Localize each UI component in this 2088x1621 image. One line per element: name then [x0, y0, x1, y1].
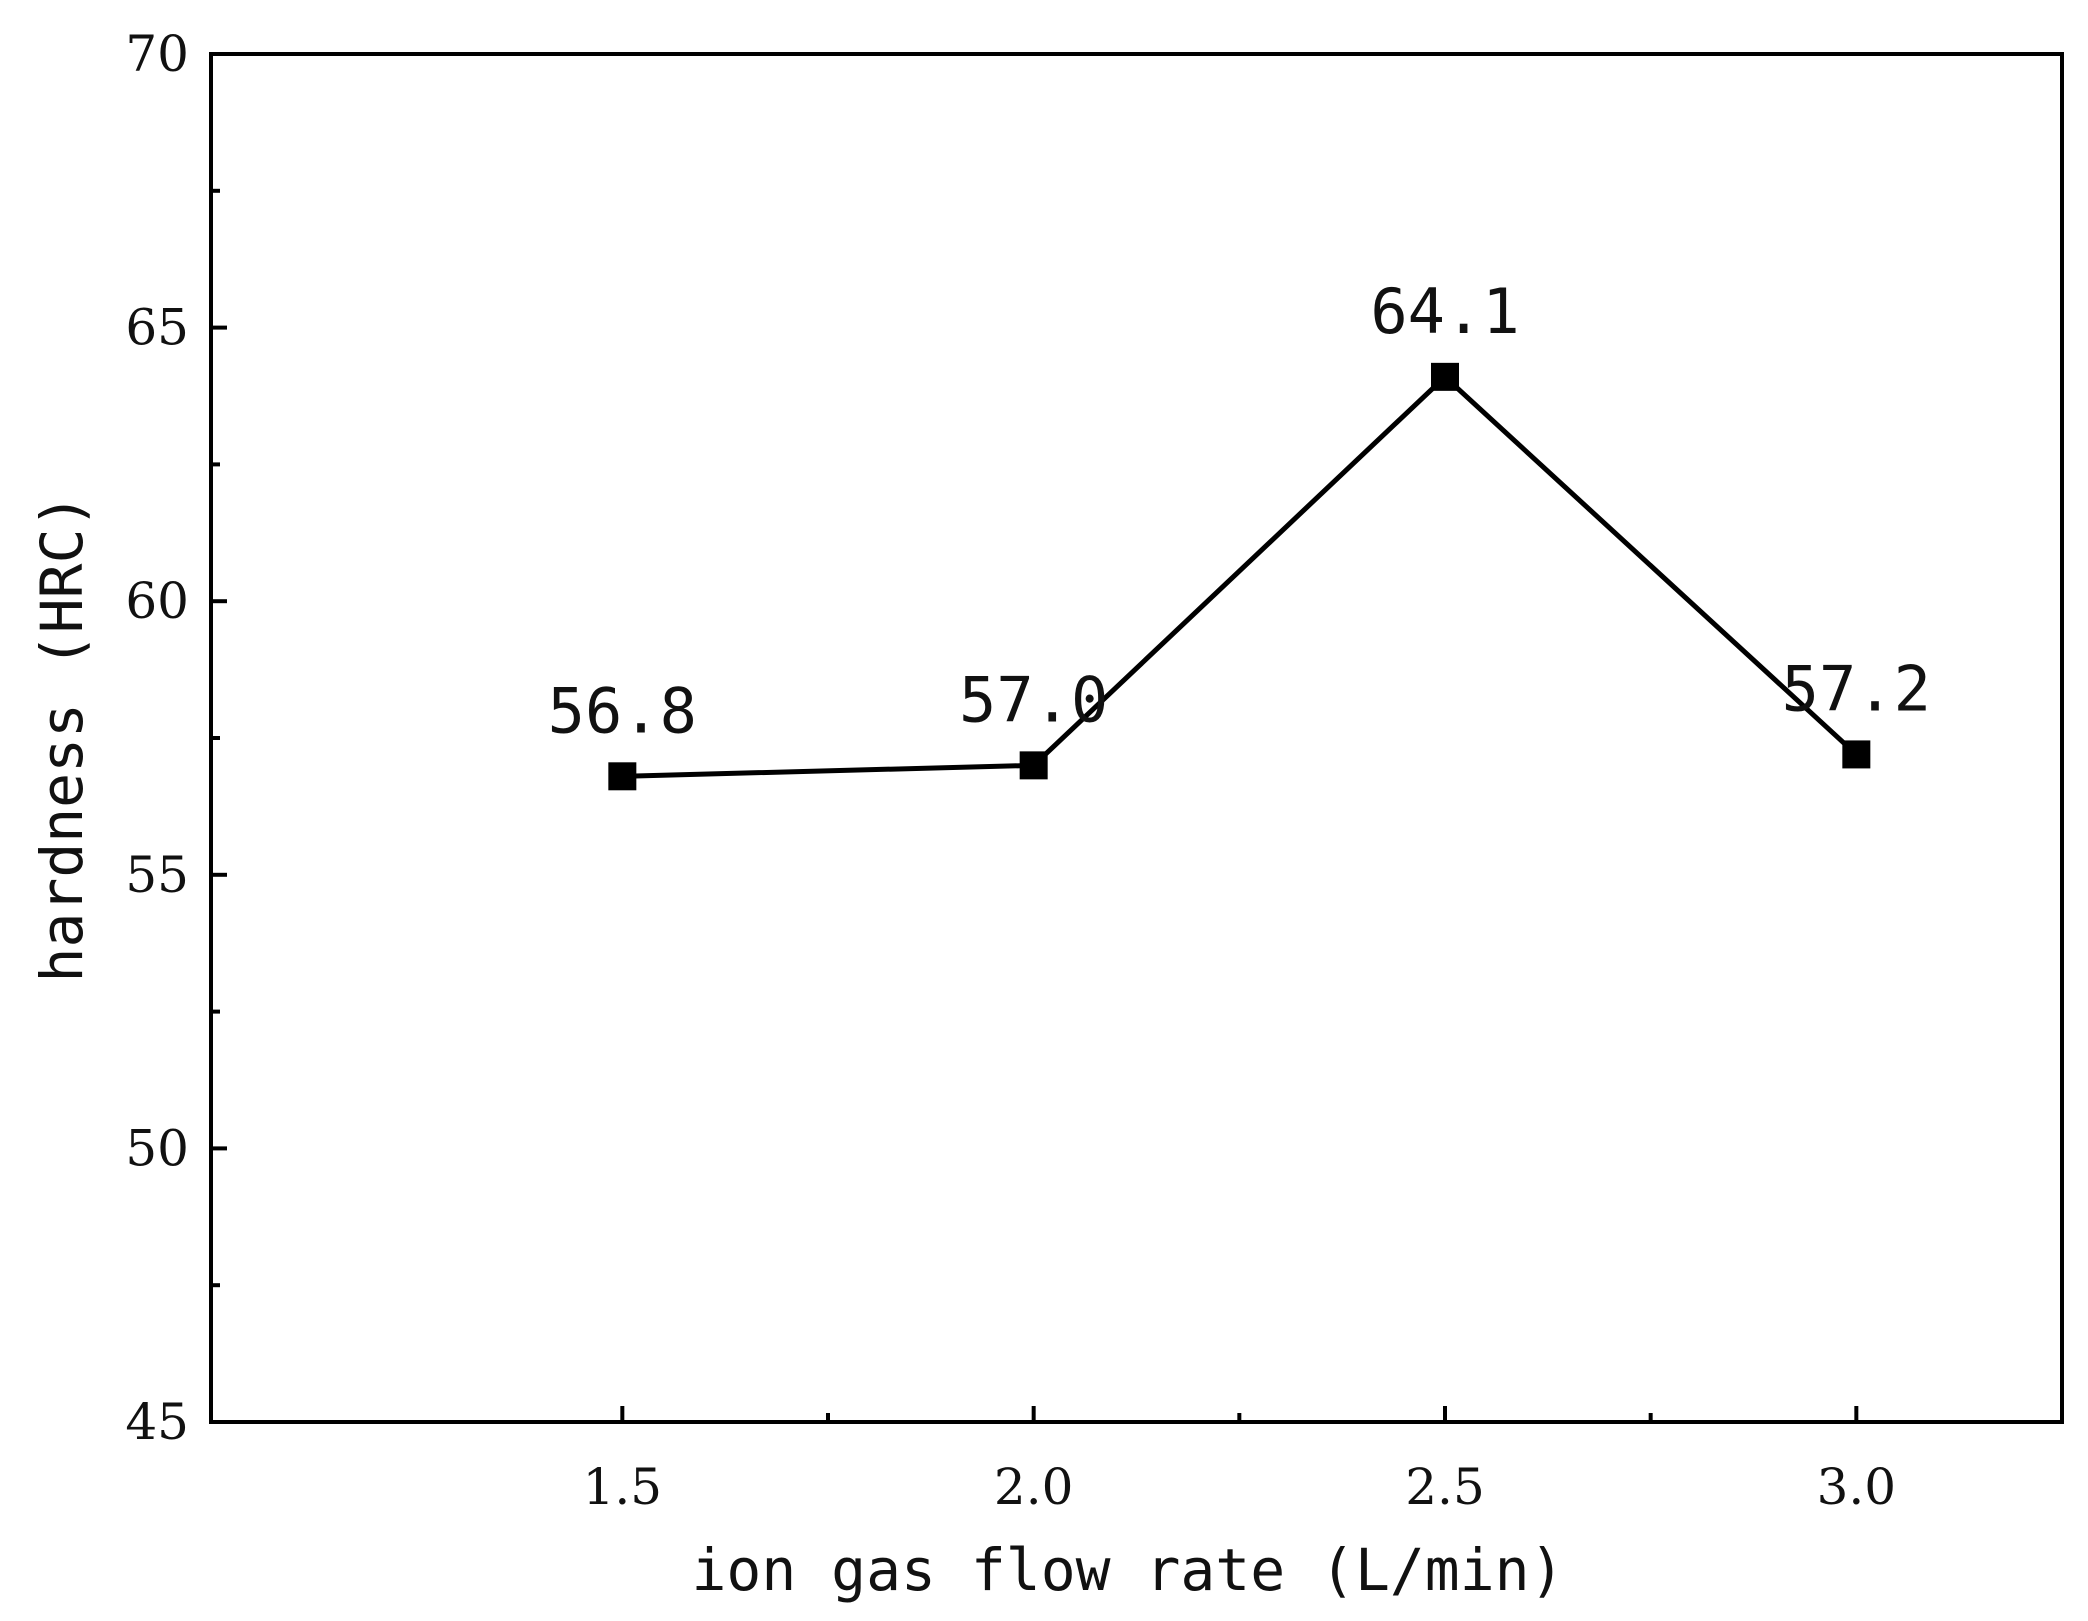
- data-label: 57.0: [959, 663, 1108, 736]
- data-point-marker: [1431, 362, 1459, 391]
- data-point-marker: [1019, 751, 1048, 780]
- x-axis-label: ion gas flow rate (L/min): [692, 1536, 1565, 1604]
- y-tick-label: 65: [125, 299, 189, 357]
- series-layer: [608, 362, 1871, 791]
- data-label: 64.1: [1370, 275, 1519, 348]
- data-point-marker: [1842, 740, 1871, 769]
- y-tick-label: 60: [125, 572, 189, 630]
- y-tick-label: 50: [125, 1119, 189, 1177]
- x-tick-label: 2.5: [1405, 1458, 1485, 1516]
- data-label: 56.8: [548, 674, 697, 747]
- y-axis-label: hardness (HRC): [28, 494, 96, 983]
- y-tick-label: 55: [125, 846, 189, 904]
- series-line: [622, 373, 1859, 779]
- ticks-layer: [211, 52, 1859, 1424]
- x-tick-label: 3.0: [1817, 1458, 1897, 1516]
- labels-layer: 45 50 55 60 65 70 1.5 2.0 2.5 3.0 56.8 57.0 64.1 57.2: [125, 25, 1931, 1516]
- x-tick-label: 2.0: [994, 1458, 1074, 1516]
- y-tick-label: 70: [125, 25, 189, 83]
- x-tick-label: 1.5: [583, 1458, 663, 1516]
- y-tick-label: 45: [125, 1393, 189, 1451]
- data-point-marker: [608, 762, 637, 791]
- plot-frame: [209, 52, 2064, 1424]
- data-label: 57.2: [1782, 652, 1931, 725]
